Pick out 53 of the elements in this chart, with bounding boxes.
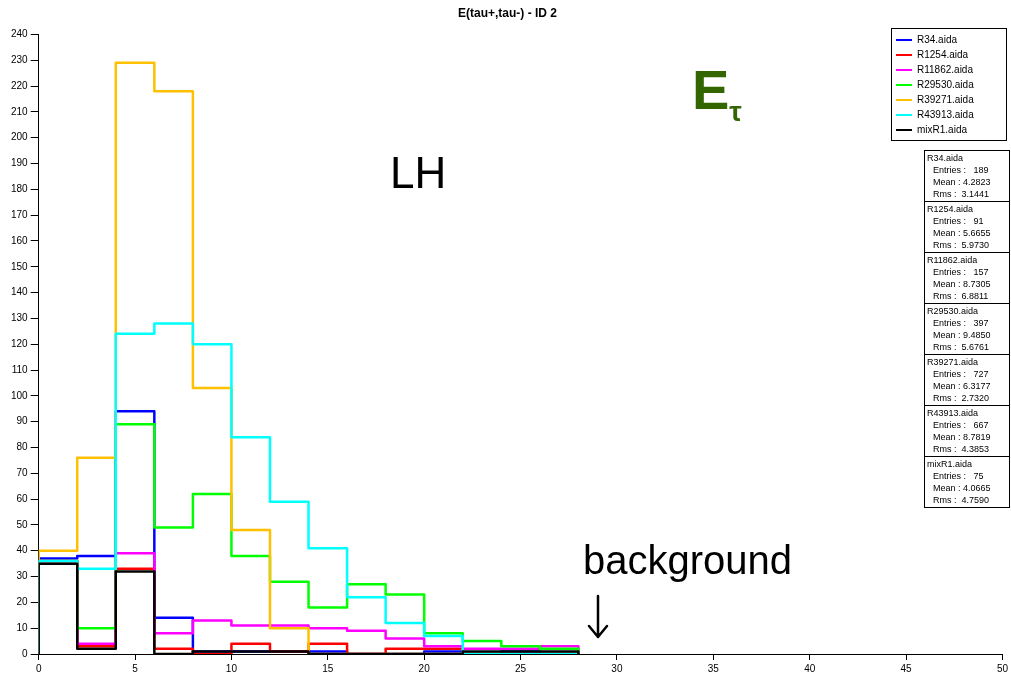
x-tick-label: 10 — [225, 662, 238, 674]
annotation: mixR1.aida Entries : 75 Mean : 4.0665 Rms : 4.7590 — [927, 458, 1007, 506]
x-tick-label: 30 — [611, 662, 623, 674]
y-tick-label: 130 — [11, 312, 29, 324]
y-tick-label: 140 — [11, 286, 29, 298]
annotation: R29530.aida Entries : 397 Mean : 9.4850 Rms : 5.6761 — [927, 305, 1007, 353]
x-tick-label: 5 — [132, 662, 139, 674]
x-tick-label: 50 — [996, 662, 1009, 674]
annotation: R39271.aida Entries : 727 Mean : 6.3177 Rms : 2.7320 — [927, 356, 1007, 404]
y-tick-label: 120 — [11, 337, 29, 349]
y-tick-label: 200 — [11, 131, 29, 143]
chart-title: E(tau+,tau-) - ID 2 — [457, 5, 558, 20]
y-tick-label: 30 — [16, 570, 29, 582]
y-tick-label: 160 — [11, 234, 29, 246]
legend-label: R1254.aida — [917, 49, 969, 60]
annotation: R11862.aida Entries : 157 Mean : 8.7305 Rms : 6.8811 — [927, 254, 1007, 302]
y-tick-label: 0 — [22, 647, 29, 659]
x-tick-label: 35 — [707, 662, 720, 674]
x-tick-label: 45 — [900, 662, 913, 674]
y-tick-label: 90 — [16, 415, 29, 427]
y-tick-label: 20 — [16, 596, 29, 608]
y-tick-label: 220 — [11, 79, 29, 91]
y-tick-label: 210 — [11, 105, 29, 117]
x-tick-label: 15 — [322, 662, 334, 674]
y-tick-label: 240 — [11, 28, 29, 40]
x-tick-label: 20 — [418, 662, 431, 674]
y-tick-label: 110 — [11, 363, 29, 375]
legend-label: R43913.aida — [917, 109, 974, 120]
y-tick-label: 80 — [16, 441, 29, 453]
y-tick-label: 60 — [16, 492, 29, 504]
legend-label: R34.aida — [917, 34, 958, 45]
annotation: LH — [390, 148, 447, 198]
legend-label: R11862.aida — [917, 64, 973, 75]
y-tick-label: 170 — [11, 208, 29, 220]
y-tick-label: 230 — [11, 53, 29, 65]
legend-label: R29530.aida — [917, 79, 974, 90]
y-tick-label: 190 — [11, 157, 29, 169]
annotation: R1254.aida Entries : 91 Mean : 5.6655 Rms : 5.9730 — [927, 203, 1007, 251]
x-tick-label: 0 — [35, 662, 42, 674]
annotation: background — [583, 538, 793, 582]
annotation: R34.aida Entries : 189 Mean : 4.2823 Rms : 3.1441 — [927, 152, 992, 200]
x-tick-label: 40 — [804, 662, 816, 674]
y-tick-label: 150 — [11, 260, 29, 272]
y-tick-label: 10 — [16, 621, 29, 633]
x-tick-label: 25 — [515, 662, 527, 674]
y-tick-label: 180 — [11, 183, 29, 195]
y-tick-label: 50 — [16, 518, 29, 530]
y-tick-label: 40 — [16, 544, 29, 556]
legend-label: mixR1.aida — [917, 124, 968, 135]
annotation: E$_{τ}$ — [692, 58, 742, 128]
y-tick-label: 70 — [16, 467, 29, 479]
y-tick-label: 100 — [11, 389, 29, 401]
legend-label: R39271.aida — [917, 94, 974, 105]
